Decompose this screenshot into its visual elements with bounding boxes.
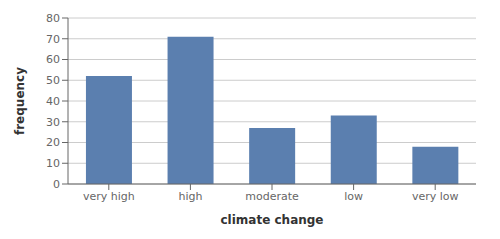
svg-text:80: 80 — [46, 12, 60, 25]
svg-text:moderate: moderate — [245, 190, 299, 203]
svg-text:high: high — [178, 190, 202, 203]
svg-text:10: 10 — [46, 157, 60, 170]
svg-text:climate change: climate change — [220, 213, 323, 227]
svg-text:very low: very low — [412, 190, 459, 203]
svg-text:30: 30 — [46, 116, 60, 129]
svg-text:0: 0 — [53, 178, 60, 191]
svg-text:60: 60 — [46, 53, 60, 66]
svg-text:40: 40 — [46, 95, 60, 108]
svg-text:low: low — [344, 190, 363, 203]
svg-text:frequency: frequency — [13, 67, 27, 135]
svg-text:70: 70 — [46, 33, 60, 46]
svg-text:20: 20 — [46, 136, 60, 149]
svg-text:very high: very high — [83, 190, 135, 203]
svg-text:50: 50 — [46, 74, 60, 87]
